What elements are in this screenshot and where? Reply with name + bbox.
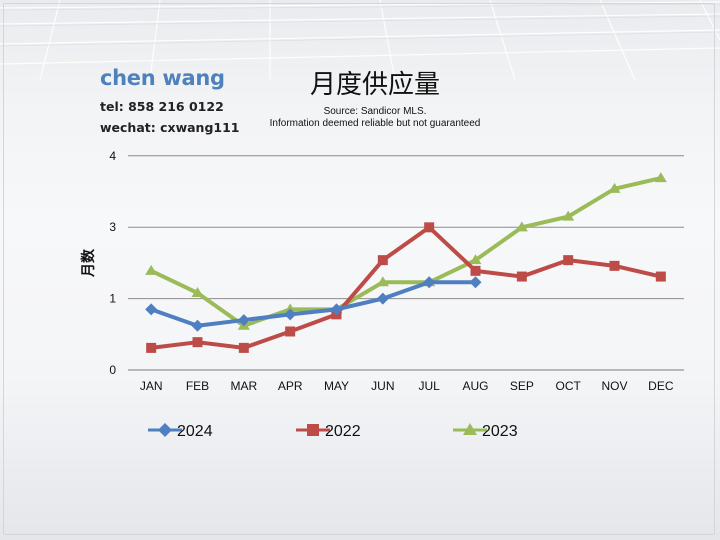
data-point-2023 <box>515 221 528 232</box>
data-point-2024 <box>191 319 204 332</box>
data-point-2022 <box>285 326 296 337</box>
data-point-2024 <box>376 292 389 305</box>
data-point-2022 <box>609 260 620 271</box>
agent-name: chen wang <box>100 66 225 90</box>
data-point-2023 <box>562 210 575 221</box>
x-tick-label: AUG <box>462 379 488 393</box>
x-tick-label: MAY <box>324 379 349 393</box>
data-point-2023 <box>191 286 204 297</box>
data-point-2022 <box>470 265 481 276</box>
data-point-2022 <box>377 255 388 266</box>
y-tick-label: 4 <box>109 149 116 163</box>
x-tick-label: JUN <box>371 379 394 393</box>
y-tick-label: 1 <box>109 292 116 306</box>
background-grid-decoration <box>0 0 720 80</box>
data-point-2024 <box>330 303 343 316</box>
x-tick-label: APR <box>278 379 303 393</box>
data-point-2022 <box>192 337 203 348</box>
data-point-2023 <box>376 276 389 287</box>
agent-phone: tel: 858 216 0122 <box>100 99 224 114</box>
x-tick-label: NOV <box>601 379 627 393</box>
slide-frame <box>3 3 715 535</box>
data-point-2023 <box>145 264 158 275</box>
x-tick-label: OCT <box>555 379 581 393</box>
x-tick-label: SEP <box>510 379 534 393</box>
x-tick-label: MAR <box>230 379 257 393</box>
data-point-2022 <box>424 222 435 233</box>
legend-label-2022: 2022 <box>325 423 361 440</box>
data-point-2024 <box>423 276 436 289</box>
source-line-2: Information deemed reliable but not guar… <box>269 118 481 129</box>
data-point-2023 <box>469 254 482 265</box>
legend-marker-2023 <box>463 423 477 435</box>
data-point-2024 <box>284 308 297 321</box>
data-point-2022 <box>655 271 666 282</box>
y-axis-label: 月数 <box>80 248 97 278</box>
series-line-2024 <box>149 280 478 328</box>
x-tick-label: FEB <box>186 379 209 393</box>
x-tick-label: DEC <box>648 379 674 393</box>
chart-source-note: Source: Sandicor MLS. Information deemed… <box>240 106 510 130</box>
series-line-2022 <box>149 225 663 350</box>
data-point-2022 <box>146 342 157 353</box>
y-tick-label: 0 <box>109 363 116 377</box>
legend-marker-2022 <box>307 424 319 436</box>
legend-label-2023: 2023 <box>482 423 518 440</box>
data-point-2023 <box>608 182 621 193</box>
series-line-2023 <box>149 176 663 328</box>
x-tick-label: JAN <box>140 379 163 393</box>
chart-title: 月度供应量 <box>309 70 440 100</box>
legend-marker-2024 <box>158 423 172 437</box>
data-point-2023 <box>654 172 667 183</box>
data-point-2022 <box>516 271 527 282</box>
data-point-2022 <box>238 342 249 353</box>
y-tick-label: 3 <box>109 220 116 234</box>
data-point-2024 <box>469 276 482 289</box>
data-point-2024 <box>237 314 250 327</box>
data-point-2022 <box>563 255 574 266</box>
agent-wechat: wechat: cxwang111 <box>100 120 240 135</box>
source-line-1: Source: Sandicor MLS. <box>323 106 427 117</box>
x-tick-label: JUL <box>418 379 440 393</box>
legend-label-2024: 2024 <box>177 423 213 440</box>
data-point-2024 <box>145 303 158 316</box>
